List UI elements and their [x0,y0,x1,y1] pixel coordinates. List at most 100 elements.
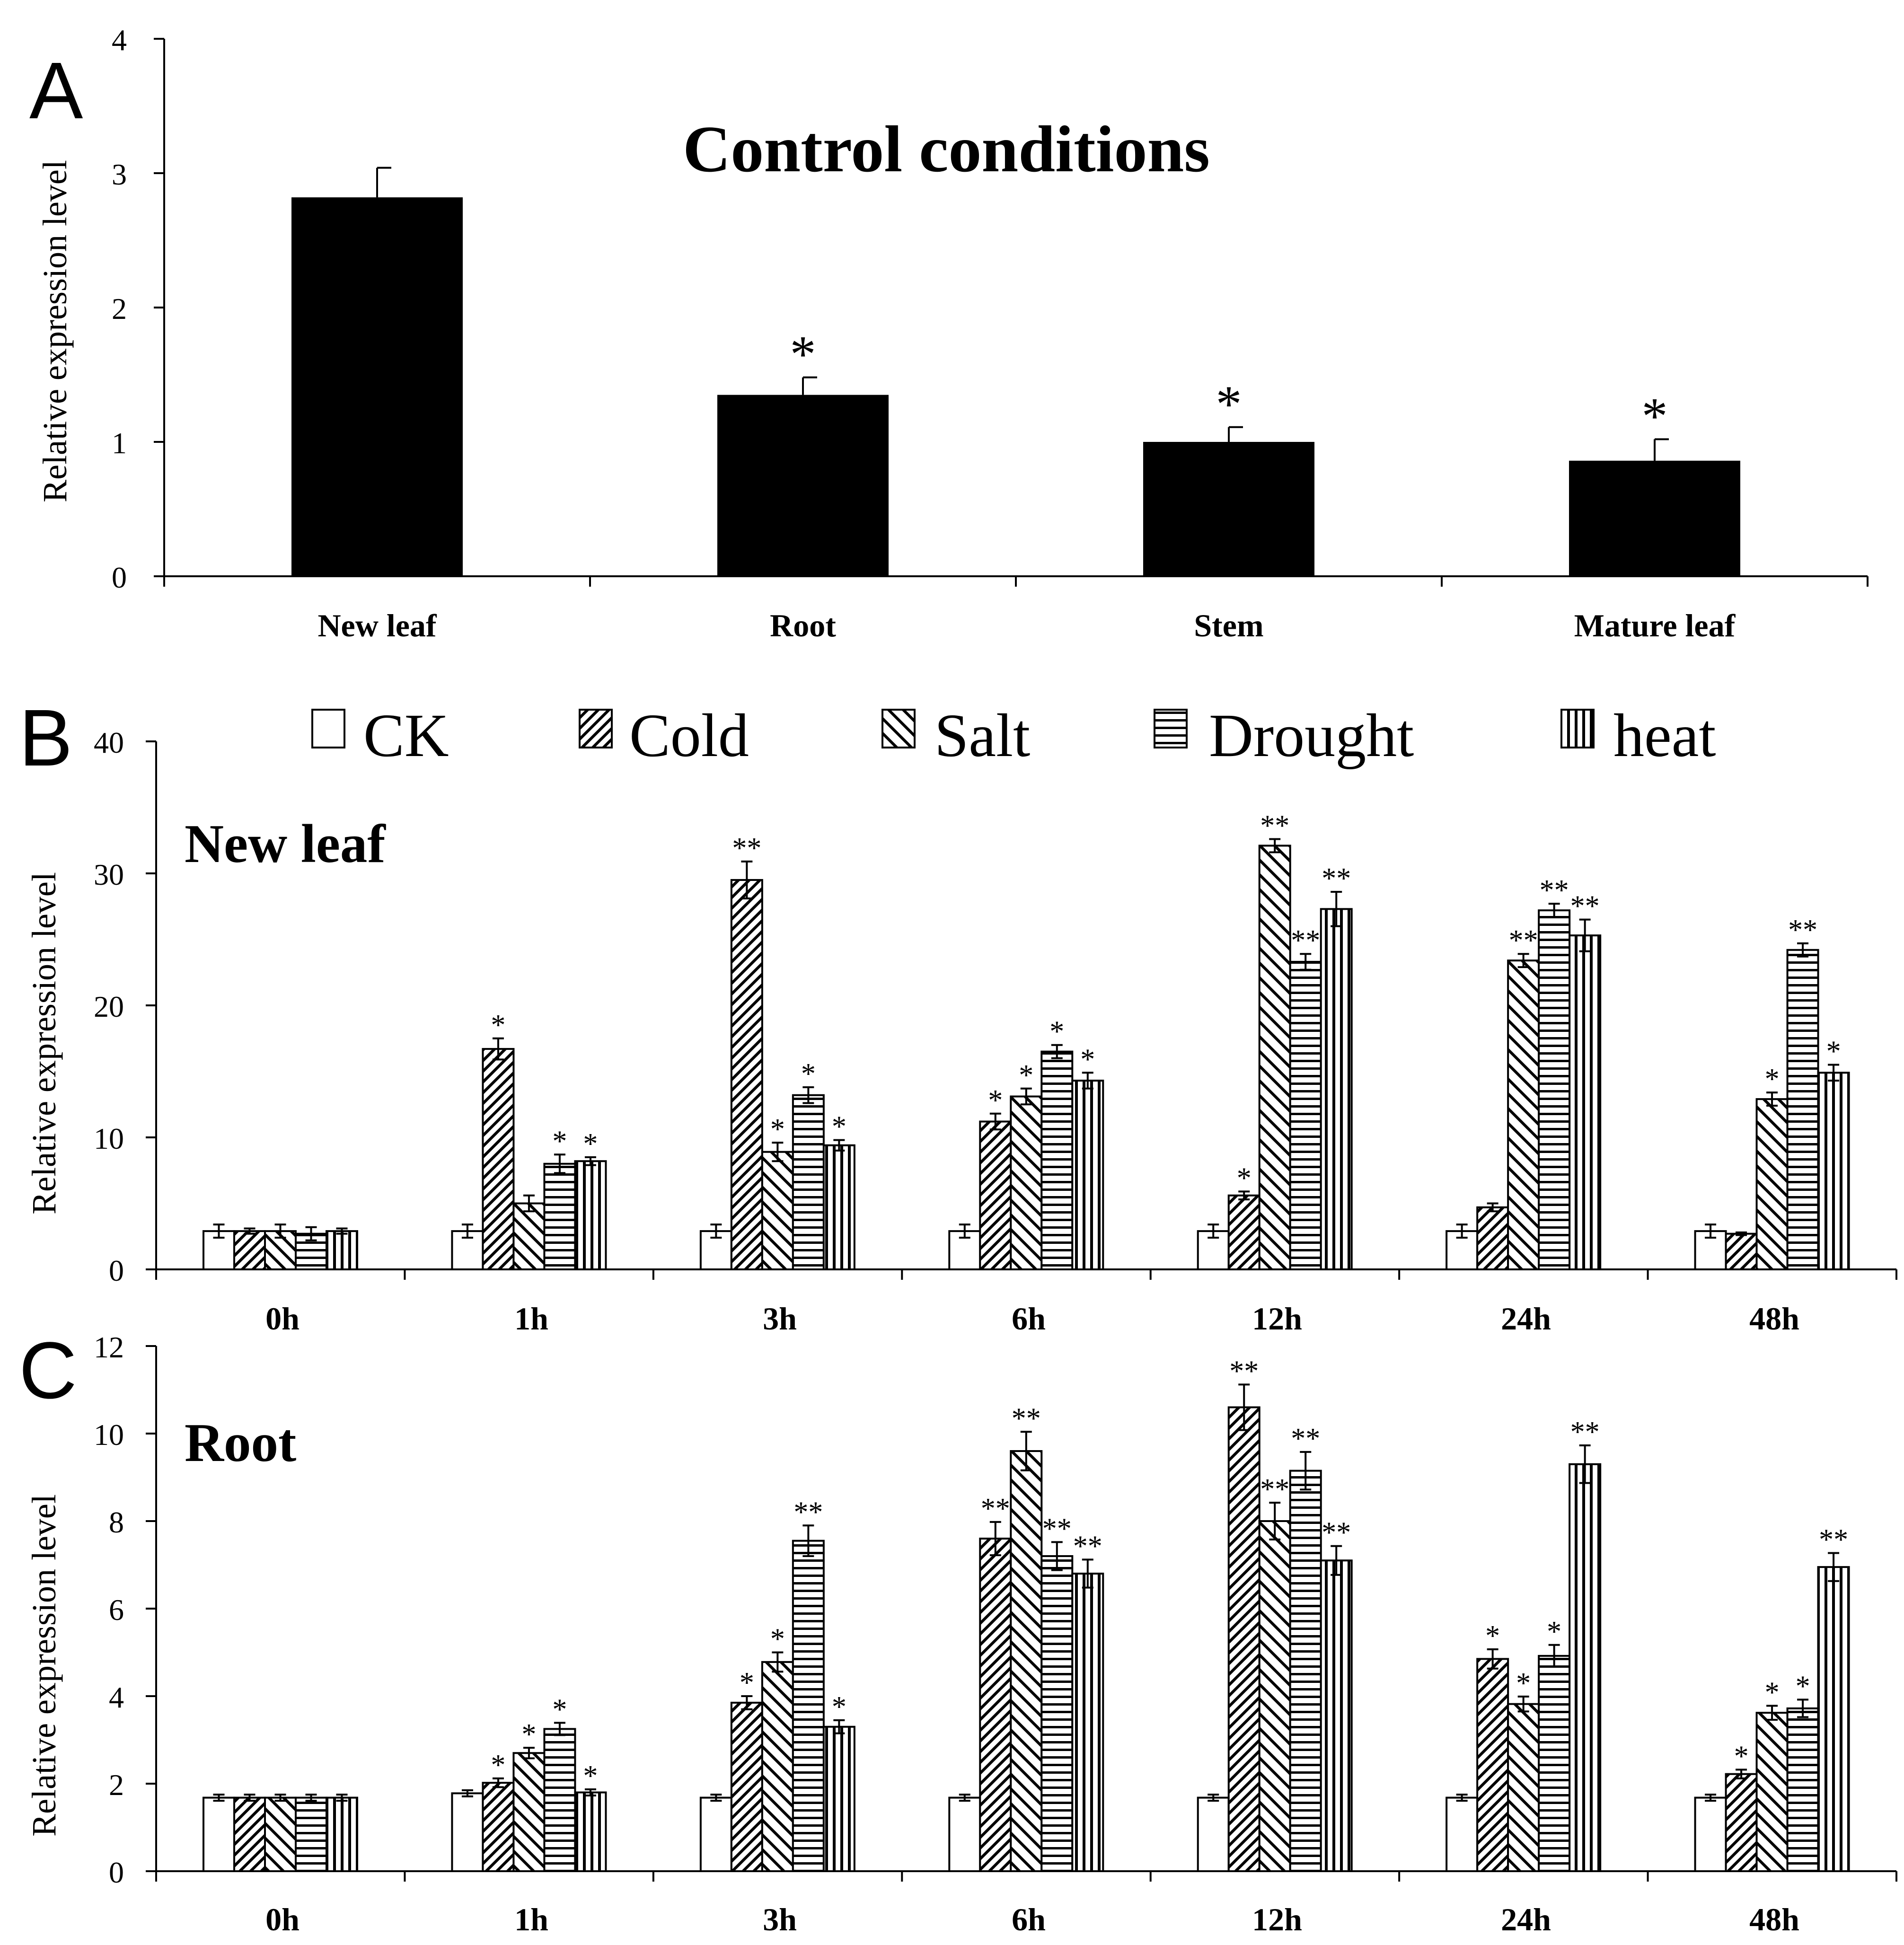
panel-b-significance-marker: ** [732,832,761,864]
panel-c-x-tick-label: 6h [1012,1901,1046,1937]
panel-a-bar [1143,442,1314,576]
panel-c: C Root Relative expression level *******… [19,1326,1897,1937]
panel-a-x-tick-label: Mature leaf [1574,607,1736,643]
panel-c-significance-marker: * [491,1749,505,1781]
panel-a-ticks [154,38,1869,587]
panel-a-y-tick-label: 1 [112,426,127,460]
panel-c-bar-drought [1040,1555,1074,1872]
panel-b-bar-salt [512,1202,546,1270]
panel-b-bar-salt [1258,845,1291,1271]
panel-b-y-tick-label: 20 [94,990,124,1023]
panel-c-significance-marker: ** [1322,1517,1351,1549]
panel-a-y-tick-label: 3 [112,158,127,191]
panel-a-significance-marker: * [1642,387,1668,445]
legend-label-ck: CK [363,702,449,770]
panel-c-x-tick-labels: 0h 1h 3h 6h 12h 24h 48h [265,1901,1799,1937]
panel-c-bar-ck [699,1796,732,1873]
panel-c-bar-ck [1446,1796,1479,1873]
panel-c-significance-marker: ** [1012,1402,1041,1435]
panel-b-bar-heat [1071,1080,1104,1271]
panel-b-ticks [146,740,1897,1280]
panel-b-bar-drought [1289,960,1322,1271]
panel-c-significance-marker: * [1516,1667,1531,1699]
panel-c-significance-marker: ** [1042,1513,1072,1545]
panel-c-significance-marker: * [770,1623,785,1655]
panel-c-significance-marker: * [1765,1676,1780,1708]
panel-c-bar-salt [761,1661,794,1873]
panel-c-significance-marker: ** [1570,1416,1600,1448]
panel-b-bar-heat [326,1230,358,1271]
panel-c-bar-heat [574,1791,607,1872]
panel-b-bar-cold [1227,1194,1261,1271]
panel-c-title: Root [185,1413,296,1473]
panel-a-title: Control conditions [683,113,1210,186]
panel-c-significance-marker: ** [1260,1473,1289,1505]
panel-c-bar-heat [1071,1573,1104,1872]
panel-c-x-tick-label: 12h [1252,1901,1302,1937]
panel-a-bar [1569,460,1740,576]
panel-c-significance-marker: * [1734,1740,1749,1772]
panel-c-y-tick-label: 4 [109,1681,124,1714]
panel-b-significance-marker: * [1019,1059,1033,1091]
panel-c-bar-ck [1197,1796,1230,1873]
panel-b-x-tick-label: 0h [265,1301,300,1337]
panel-b-significance-marker: * [491,1009,505,1041]
panel-c-bar-salt [512,1752,546,1872]
panel-b-significance-marker: ** [1260,810,1289,842]
panel-a-letter: A [29,46,83,136]
panel-b-significance-marker: ** [1570,890,1600,923]
panel-b-significance-marker: ** [1322,862,1351,895]
legend-label-drought: Drought [1209,702,1414,770]
panel-c-y-tick-labels: 0 2 4 6 8 10 12 [94,1330,124,1889]
panel-b-bar-salt [1507,959,1540,1270]
panel-c-y-tick-label: 0 [109,1856,124,1889]
panel-c-significance-marker: ** [1073,1530,1102,1562]
panel-c-bar-salt [1010,1450,1043,1872]
panel-c-bar-salt [1755,1712,1789,1872]
panel-b-significance-marker: * [770,1113,785,1145]
panel-c-y-tick-label: 8 [109,1505,124,1539]
panel-c-bar-cold [1725,1773,1758,1872]
panel-c-bar-drought [792,1540,825,1872]
panel-c-bar-heat [822,1725,855,1872]
panel-a-significance-marker: * [1216,375,1242,433]
panel-b-bar-drought [1786,949,1819,1270]
panel-b-significance-marker: ** [1291,924,1320,957]
legend-label-salt: Salt [934,702,1030,770]
legend-swatch-ck [311,709,345,748]
panel-b-bar-salt [1755,1098,1789,1271]
panel-c-y-tick-label: 12 [94,1330,124,1364]
panel-c-letter: C [19,1326,77,1416]
panel-c-significance-marker: ** [1229,1355,1259,1387]
panel-c-y-tick-label: 2 [109,1768,124,1802]
panel-b-significance-marker: * [1049,1016,1064,1048]
panel-c-x-tick-label: 48h [1749,1901,1799,1937]
panel-b-significance-marker: * [1826,1036,1841,1068]
panel-b-title: New leaf [185,814,386,874]
panel-c-bar-drought [543,1728,576,1872]
legend-swatch-salt [881,709,916,748]
legend-label-cold: Cold [629,702,749,770]
panel-a-bar [291,197,463,576]
panel-b-significance-marker: * [1080,1043,1095,1075]
panel-c-bar-cold [482,1782,515,1872]
panel-b-x-tick-label: 3h [763,1301,797,1337]
panel-b-bar-drought [1040,1050,1074,1270]
panel-b-y-tick-label: 10 [94,1122,124,1155]
panel-c-ticks [146,1345,1897,1882]
panel-b-x-tick-label: 12h [1252,1301,1302,1337]
panel-b-x-tick-label: 24h [1501,1301,1551,1337]
panel-a-bars: * * * [291,167,1740,576]
panel-a-y-tick-label: 4 [112,23,127,57]
panel-a-y-tick-labels: 0 1 2 3 4 [112,23,127,594]
panel-b-bar-salt [1010,1095,1043,1270]
panel-c-significance-marker: * [583,1760,598,1792]
panel-c-x-tick-label: 24h [1501,1901,1551,1937]
panel-b-y-tick-labels: 0 10 20 30 40 [94,726,124,1287]
panel-c-bar-cold [233,1796,266,1873]
panel-b-letter: B [19,693,72,783]
panel-b-significance-marker: ** [1509,924,1538,957]
panel-c-significance-marker: ** [1819,1524,1848,1556]
panel-b-significance-marker: ** [1540,874,1569,906]
panel-c-bar-cold [730,1701,763,1872]
